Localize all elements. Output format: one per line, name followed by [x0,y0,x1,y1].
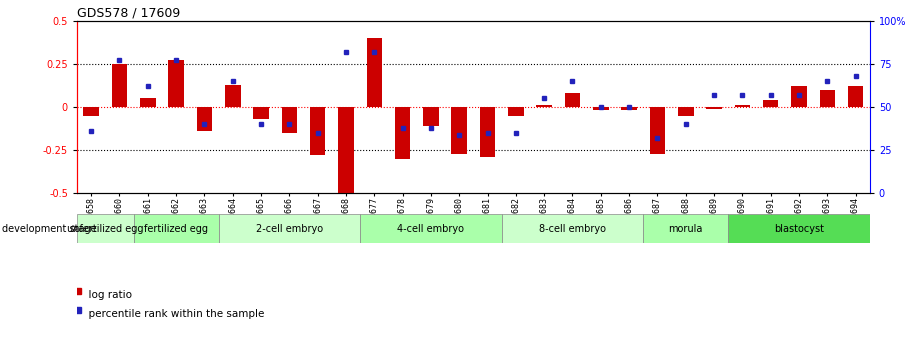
Text: log ratio: log ratio [82,290,131,300]
Bar [791,86,806,107]
Bar [83,107,99,116]
Bar [480,107,496,157]
Text: morula: morula [669,224,703,234]
Text: 4-cell embryo: 4-cell embryo [398,224,465,234]
Text: GDS578 / 17609: GDS578 / 17609 [77,7,180,20]
Bar [225,85,240,107]
Bar [728,214,870,243]
Bar [254,107,269,119]
Bar [820,90,835,107]
Bar [678,107,693,116]
Bar [282,107,297,133]
Bar [360,214,502,243]
Text: unfertilized egg: unfertilized egg [67,224,143,234]
Bar [643,214,728,243]
Bar [451,107,467,154]
Bar [218,214,360,243]
Bar [310,107,325,155]
Bar [111,64,127,107]
Bar [197,107,212,131]
Text: 8-cell embryo: 8-cell embryo [539,224,606,234]
Text: fertilized egg: fertilized egg [144,224,208,234]
Bar [536,105,552,107]
Text: percentile rank within the sample: percentile rank within the sample [82,309,264,319]
Bar [763,100,778,107]
Bar [593,107,609,110]
Bar [338,107,353,193]
Bar [169,60,184,107]
Text: 2-cell embryo: 2-cell embryo [255,224,323,234]
Text: development stage: development stage [2,225,96,234]
Bar [367,38,382,107]
Bar [707,107,722,109]
Bar [848,86,863,107]
Bar [735,105,750,107]
Bar [564,93,580,107]
Bar [650,107,665,154]
Bar [395,107,410,159]
Bar [140,98,156,107]
Bar [423,107,439,126]
Bar [134,214,218,243]
Bar [502,214,643,243]
Bar [77,214,134,243]
Text: blastocyst: blastocyst [774,224,824,234]
Bar [622,107,637,110]
Bar [508,107,524,116]
